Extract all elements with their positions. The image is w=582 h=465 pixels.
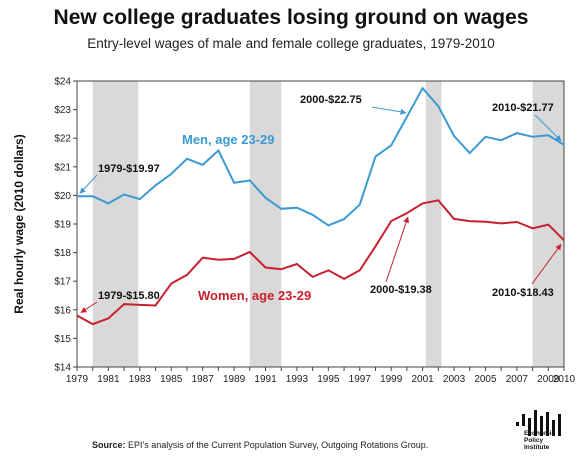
epi-logo-icon: [512, 410, 561, 444]
chart-title: New college graduates losing ground on w…: [53, 6, 529, 29]
annotation-arrow: [80, 301, 98, 313]
y-tick-label: $19: [54, 220, 71, 231]
y-tick-label: $20: [54, 191, 71, 202]
x-tick-label: 1995: [317, 374, 340, 385]
y-tick-label: $18: [54, 248, 71, 259]
annotation-label: 2000-$22.75: [300, 94, 362, 106]
x-tick-label: 1991: [254, 374, 277, 385]
y-tick-label: $22: [54, 134, 71, 145]
y-tick-label: $24: [54, 77, 71, 88]
x-tick-label: 2001: [411, 374, 434, 385]
women-series-label: Women, age 23-29: [198, 288, 311, 303]
y-tick-label: $21: [54, 162, 71, 173]
x-tick-label: 1985: [160, 374, 183, 385]
x-tick-label: 2003: [443, 374, 466, 385]
x-tick-label: 2010: [553, 374, 576, 385]
y-tick-label: $14: [54, 363, 71, 374]
x-tick-label: 1981: [97, 374, 120, 385]
logo-text-line: Institute: [524, 444, 550, 451]
y-axis-label: Real hourly wage (2010 dollars): [12, 134, 26, 313]
x-tick-label: 1997: [349, 374, 372, 385]
x-tick-label: 1999: [380, 374, 403, 385]
annotation-label: 1979-$19.97: [98, 163, 160, 175]
annotation-arrow: [534, 114, 562, 142]
x-tick-label: 1979: [66, 374, 89, 385]
logo-text-line: Policy: [524, 437, 544, 444]
plot-frame: [76, 80, 565, 368]
x-tick-label: 1983: [129, 374, 152, 385]
logo-text: Economic Policy Institute: [524, 430, 555, 451]
x-tick-label: 1987: [192, 374, 215, 385]
x-tick-label: 2005: [474, 374, 497, 385]
y-tick-label: $15: [54, 334, 71, 345]
recession-bar: [249, 81, 282, 367]
annotation-arrow: [531, 243, 562, 285]
annotation-arrow: [371, 106, 407, 115]
men-series-line: [77, 86, 565, 227]
recession-bar: [92, 81, 139, 367]
men-series-label: Men, age 23-29: [182, 132, 275, 147]
source-label: Source:: [92, 440, 126, 450]
logo-text-line: Economic: [524, 430, 556, 437]
recession-bar: [425, 81, 442, 367]
annotation-label: 1979-$15.80: [98, 290, 160, 302]
y-tick-label: $17: [54, 277, 71, 288]
x-tick-label: 2007: [506, 374, 529, 385]
x-tick-label: 2009: [537, 374, 560, 385]
annotation-label: 2010-$18.43: [492, 287, 554, 299]
source-text: EPI's analysis of the Current Population…: [128, 440, 429, 450]
x-tick-label: 1989: [223, 374, 246, 385]
women-series-line: [76, 199, 565, 326]
source-note: Source: EPI's analysis of the Current Po…: [92, 440, 428, 450]
annotation-label: 2000-$19.38: [370, 284, 432, 296]
annotation-arrow: [385, 216, 410, 283]
x-tick-label: 1993: [286, 374, 309, 385]
y-tick-label: $16: [54, 305, 71, 316]
annotation-arrow: [79, 174, 98, 194]
y-tick-label: $23: [54, 105, 71, 116]
annotation-label: 2010-$21.77: [492, 102, 554, 114]
chart-subtitle: Entry-level wages of male and female col…: [87, 36, 495, 51]
